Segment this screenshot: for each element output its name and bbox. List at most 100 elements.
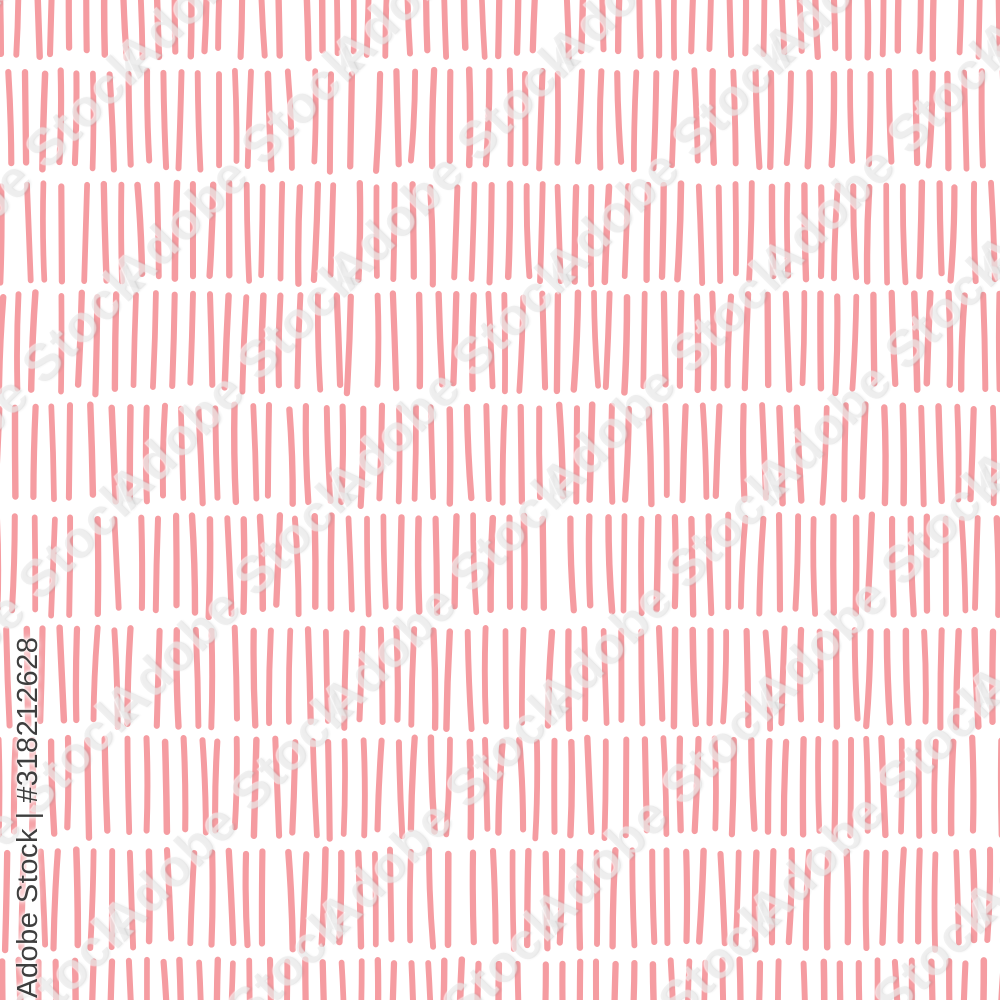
dash-stroke	[599, 0, 607, 53]
dash-stroke	[676, 289, 685, 389]
dash-stroke	[465, 66, 474, 169]
dash-stroke	[150, 290, 159, 390]
dash-stroke	[460, 0, 469, 51]
dash-stroke	[408, 626, 418, 728]
dash-stroke	[655, 0, 663, 59]
dash-stroke	[958, 292, 968, 393]
dash-stroke	[221, 292, 232, 391]
dash-stroke	[899, 183, 909, 286]
dash-stroke	[683, 848, 691, 945]
dash-stroke	[175, 69, 185, 172]
dash-stroke	[801, 182, 810, 283]
dash-stroke	[469, 849, 477, 946]
dash-stroke	[565, 628, 573, 732]
dash-stroke	[916, 179, 926, 280]
dash-stroke	[695, 183, 706, 287]
dash-stroke	[31, 514, 39, 613]
dash-stroke	[542, 961, 549, 1000]
dash-stroke	[863, 628, 874, 730]
dash-stroke	[671, 513, 679, 610]
dash-stroke	[571, 184, 580, 285]
dash-stroke	[377, 626, 386, 725]
dash-stroke	[230, 401, 240, 506]
dash-stroke	[134, 181, 146, 278]
dash-stroke	[390, 181, 398, 283]
dash-stroke	[356, 625, 366, 723]
dash-stroke	[902, 627, 912, 726]
dash-stroke	[688, 0, 696, 55]
dash-stroke	[972, 515, 981, 611]
dash-stroke	[863, 735, 871, 834]
dash-stroke	[29, 736, 37, 834]
dash-stroke	[706, 627, 714, 727]
dash-stroke	[483, 402, 492, 503]
dash-stroke	[614, 0, 623, 55]
dash-stroke	[916, 0, 924, 55]
dash-stroke	[212, 738, 221, 834]
dash-stroke	[264, 402, 272, 499]
dash-stroke	[611, 960, 619, 1000]
dash-stroke	[10, 736, 19, 835]
dash-stroke	[285, 627, 294, 725]
dash-stroke	[797, 626, 805, 723]
dash-stroke	[256, 513, 267, 612]
dash-stroke	[567, 515, 577, 614]
dash-stroke	[90, 624, 101, 723]
dash-stroke	[819, 404, 830, 506]
dash-stroke	[836, 960, 844, 1000]
dash-stroke	[559, 960, 566, 1000]
dash-stroke	[918, 404, 927, 508]
dash-stroke	[52, 958, 60, 1000]
dash-stroke	[944, 70, 952, 172]
dash-stroke	[126, 404, 134, 502]
dash-stroke	[224, 515, 235, 617]
dash-stroke	[350, 0, 357, 55]
dash-stroke	[730, 68, 739, 167]
dash-stroke	[273, 512, 284, 608]
dash-stroke	[928, 958, 936, 1000]
dash-stroke	[621, 405, 632, 503]
dash-stroke	[187, 850, 198, 947]
dash-stroke	[302, 956, 309, 1000]
dash-stroke	[232, 67, 240, 164]
dash-stroke	[327, 182, 337, 278]
dash-stroke	[980, 957, 988, 1000]
dash-stroke	[858, 401, 869, 500]
dash-stroke	[138, 514, 146, 612]
dash-stroke	[864, 511, 876, 613]
dash-stroke	[536, 405, 543, 501]
dash-stroke	[291, 515, 302, 618]
dash-stroke	[100, 180, 110, 284]
dash-stroke	[161, 738, 171, 835]
dash-stroke	[364, 515, 372, 618]
dash-stroke	[799, 736, 807, 838]
dash-stroke	[304, 626, 314, 725]
dash-stroke	[779, 0, 788, 56]
dash-stroke	[372, 850, 379, 948]
dash-stroke	[743, 627, 752, 729]
dash-stroke	[830, 513, 837, 616]
dash-stroke	[208, 849, 216, 948]
dash-stroke	[705, 513, 715, 617]
dash-stroke	[192, 626, 202, 729]
dash-stroke	[355, 180, 364, 283]
dash-stroke	[782, 290, 793, 393]
dash-stroke	[336, 849, 345, 946]
dash-stroke	[874, 957, 881, 1000]
dash-stroke	[396, 514, 405, 612]
dash-stroke	[152, 515, 161, 614]
dash-stroke	[539, 290, 549, 391]
dash-stroke	[180, 735, 189, 833]
dash-stroke	[108, 847, 116, 951]
dash-stroke	[883, 628, 894, 726]
dash-stroke	[574, 68, 585, 165]
dash-stroke	[764, 737, 773, 835]
dash-stroke	[799, 290, 808, 387]
dash-stroke	[885, 67, 895, 165]
dash-stroke	[171, 179, 181, 282]
dash-stroke	[318, 846, 329, 948]
dash-stroke	[993, 515, 1000, 618]
dash-stroke	[258, 0, 268, 59]
dash-stroke	[395, 404, 403, 505]
dash-stroke	[143, 735, 151, 834]
